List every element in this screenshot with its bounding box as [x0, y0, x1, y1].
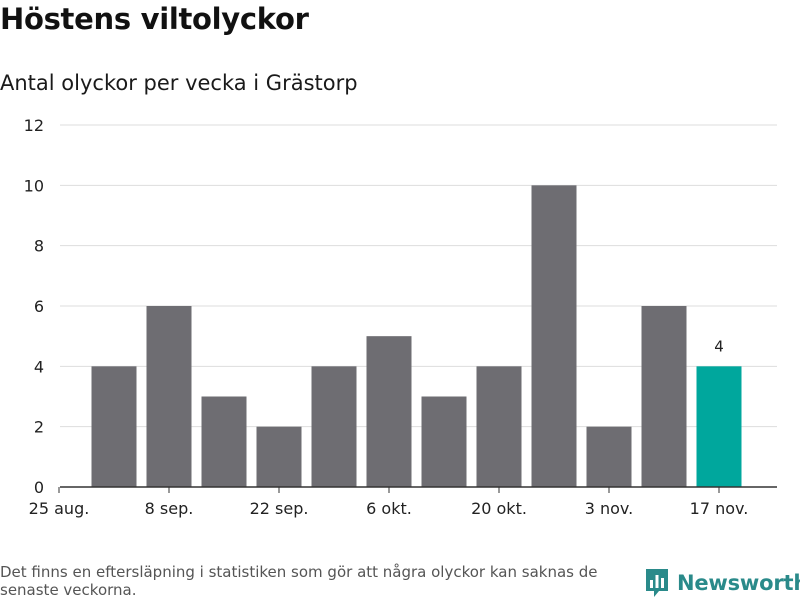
chart-subtitle: Antal olyckor per vecka i Grästorp [0, 71, 358, 95]
chart-title: Höstens viltolyckor [0, 2, 309, 36]
x-tick-label: 6 okt. [366, 499, 412, 518]
footer-note: Det finns en eftersläpning i statistiken… [0, 563, 598, 599]
bar [201, 396, 247, 487]
x-tick-label: 17 nov. [690, 499, 749, 518]
bar [366, 336, 412, 487]
y-tick-label: 10 [24, 176, 44, 195]
bars [91, 185, 742, 487]
bar [146, 306, 192, 487]
bar [476, 366, 522, 487]
x-tick-label: 8 sep. [145, 499, 194, 518]
bar [91, 366, 137, 487]
axis-labels: 0 2 4 6 8 10 12 4 25 aug. 8 sep. 22 sep. 6 okt. 20 o… [24, 116, 749, 518]
y-tick-label: 8 [34, 237, 44, 256]
bar [641, 306, 687, 487]
x-tick-label: 25 aug. [29, 499, 90, 518]
bar-chart: 0 2 4 6 8 10 12 4 25 aug. 8 sep. 22 sep. 6 okt. 20 o… [24, 116, 777, 518]
y-tick-label: 0 [34, 478, 44, 497]
x-axis [58, 486, 777, 493]
y-tick-label: 2 [34, 418, 44, 437]
brand-name: Newsworthy [677, 571, 800, 595]
x-tick-label: 20 okt. [471, 499, 527, 518]
x-tick-label: 22 sep. [250, 499, 309, 518]
bar-highlight [696, 366, 742, 487]
bar [586, 426, 632, 487]
data-label: 4 [714, 337, 724, 355]
y-tick-label: 4 [34, 357, 44, 376]
y-tick-label: 12 [24, 116, 44, 135]
newsworthy-brand: Newsworthy [645, 568, 800, 598]
bar [421, 396, 467, 487]
bar [256, 426, 302, 487]
x-tick-label: 3 nov. [585, 499, 634, 518]
newsworthy-logo-icon [646, 569, 668, 597]
y-tick-label: 6 [34, 297, 44, 316]
bar [311, 366, 357, 487]
bar [531, 185, 577, 487]
